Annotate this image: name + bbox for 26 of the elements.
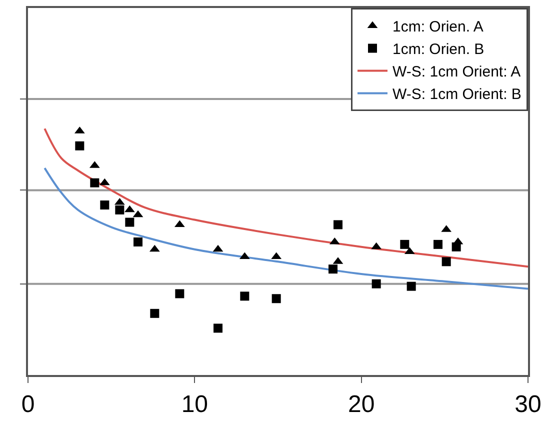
x-tick-label: 30 <box>514 390 542 418</box>
point <box>75 141 84 150</box>
point <box>134 237 142 246</box>
point <box>406 282 416 291</box>
legend-label: W-S: 1cm Orient: A <box>392 64 521 81</box>
point <box>175 289 184 298</box>
point <box>100 200 110 210</box>
x-tick-label: 0 <box>21 390 35 418</box>
point <box>328 264 338 274</box>
legend-label: 1cm: Orien. A <box>392 18 484 36</box>
point <box>214 324 222 333</box>
legend-label: W-S: 1cm Orient: B <box>392 86 522 104</box>
point <box>334 220 342 230</box>
point <box>90 178 100 188</box>
point <box>240 292 250 301</box>
point <box>115 205 124 214</box>
point <box>442 257 451 266</box>
point <box>400 240 410 249</box>
x-tick-label: 20 <box>348 390 375 418</box>
point <box>434 240 442 249</box>
legend-label: 1cm: Orien. B <box>392 41 484 58</box>
point <box>125 218 134 227</box>
point <box>272 294 281 304</box>
x-tick-label: 10 <box>181 390 208 418</box>
point <box>372 279 381 288</box>
point <box>150 308 160 318</box>
